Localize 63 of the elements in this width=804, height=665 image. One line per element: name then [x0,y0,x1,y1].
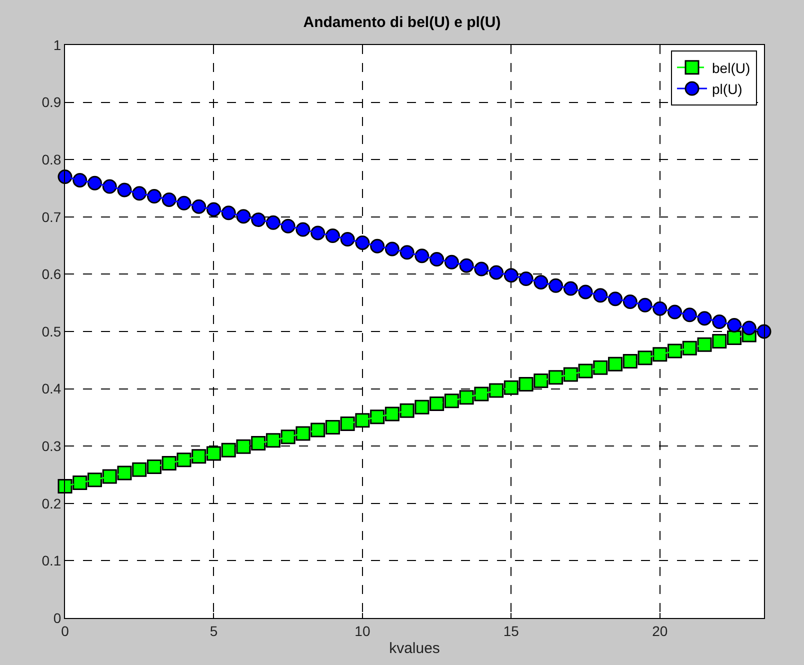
point [146,459,162,474]
point [444,394,459,408]
point [697,337,712,352]
point [221,442,236,458]
point [430,396,444,411]
point [652,347,668,362]
point [489,383,504,398]
point [638,350,652,366]
y-tick-label: 0.1 [42,552,62,569]
point [563,367,578,382]
point [251,436,266,450]
y-tick-label: 0.9 [42,94,62,110]
point [608,356,623,372]
point [355,413,370,428]
y-tick-label: 0.4 [42,380,62,397]
point [682,340,697,356]
point [384,406,400,422]
point [192,449,206,464]
x-tick-label: 20 [652,622,668,639]
point [280,430,296,444]
legend-label: pl(U) [712,80,742,97]
point [296,426,310,441]
point [518,376,534,392]
y-tick-label: 0.2 [42,495,62,512]
point [325,420,340,434]
point [548,370,564,385]
point [310,422,326,438]
point [87,472,102,488]
point [340,416,355,431]
point [400,403,414,418]
point [578,364,593,378]
point [266,433,280,448]
point [117,466,132,480]
point [414,400,430,414]
y-tick-label: 0.5 [42,323,62,340]
point [622,354,638,369]
x-tick-label: 5 [210,622,218,639]
point [102,469,117,484]
x-tick-label: 10 [354,622,370,639]
point [72,476,88,490]
point [206,446,221,461]
point [176,452,192,468]
y-tick-label: 0.7 [42,208,62,225]
point [504,380,518,395]
point [593,360,608,375]
x-axis-title: kvalues [389,640,440,657]
point [132,462,147,477]
y-tick-label: 0.3 [42,438,62,454]
y-tick-label: 1 [53,36,62,53]
chart-title: Andamento di bel(U) e pl(U) [303,14,501,32]
x-tick-label: 15 [503,622,520,639]
y-tick-label: 0.6 [42,266,62,282]
point [474,386,489,402]
point [162,456,176,471]
y-tick-label: 0 [53,610,62,626]
point [668,344,682,358]
point [370,410,385,424]
point [712,334,727,348]
y-tick-label: 0.8 [42,152,62,168]
point [534,374,548,388]
point [459,390,474,405]
point [236,439,251,454]
legend-label: bel(U) [712,60,750,76]
